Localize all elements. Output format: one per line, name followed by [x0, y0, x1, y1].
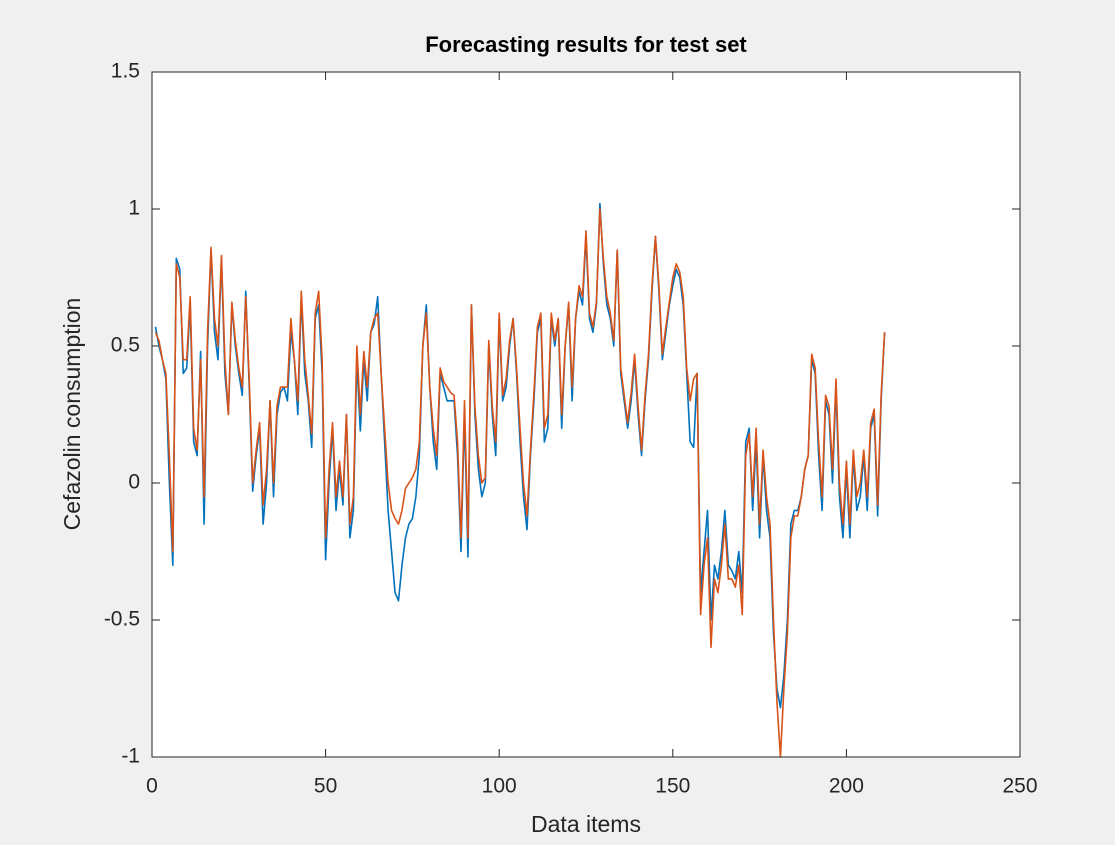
x-tick-label: 100 — [482, 775, 517, 798]
x-tick-label: 200 — [829, 775, 864, 798]
x-axis-label: Data items — [531, 811, 641, 837]
x-tick-label: 50 — [314, 775, 337, 798]
chart-title: Forecasting results for test set — [425, 32, 747, 57]
y-tick-label: -0.5 — [104, 608, 140, 631]
y-tick-label: -1 — [121, 745, 140, 768]
y-tick-label: 1 — [128, 197, 140, 220]
plot-area — [152, 72, 1020, 757]
x-tick-label: 0 — [146, 775, 158, 798]
y-tick-label: 0.5 — [111, 334, 140, 357]
y-tick-label: 1.5 — [111, 60, 140, 83]
axes-box — [151, 71, 1021, 758]
x-tick-label: 150 — [655, 775, 690, 798]
y-tick-label: 0 — [128, 471, 140, 494]
data-line — [154, 208, 886, 758]
x-tick-label: 250 — [1002, 775, 1037, 798]
y-axis-label: Cefazolin consumption — [59, 298, 85, 531]
